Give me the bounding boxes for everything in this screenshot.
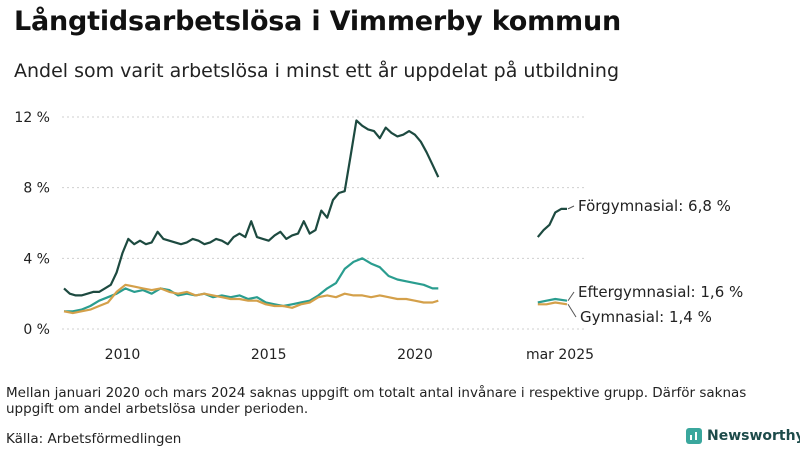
footnote: Mellan januari 2020 och mars 2024 saknas… bbox=[6, 385, 747, 417]
series-line-eftergymnasial bbox=[537, 297, 568, 304]
label-leader-eftergymnasial bbox=[567, 291, 575, 302]
source-text: Källa: Arbetsförmedlingen bbox=[6, 431, 182, 447]
series-line-gymnasial bbox=[63, 283, 439, 315]
y-tick-label: 12 % bbox=[14, 110, 50, 126]
x-tick-label: mar 2025 bbox=[526, 347, 594, 363]
x-tick-label: 2015 bbox=[251, 347, 287, 363]
y-tick-label: 0 % bbox=[23, 322, 50, 338]
series-label-förgymnasial: Förgymnasial: 6,8 % bbox=[578, 197, 731, 215]
x-tick-label: 2020 bbox=[397, 347, 433, 363]
series-line-förgymnasial bbox=[63, 119, 440, 297]
brand-name: Newsworthy bbox=[707, 428, 800, 444]
y-tick-label: 4 % bbox=[23, 251, 50, 267]
newsworthy-logo-icon bbox=[686, 428, 702, 444]
line-chart: 0 % 4 % 8 % 12 % 2010 2015 2020 mar 2025 Förgymn… bbox=[14, 110, 743, 363]
series-line-förgymnasial bbox=[536, 207, 567, 238]
series-line-gymnasial bbox=[537, 301, 568, 306]
label-leader-förgymnasial bbox=[567, 205, 575, 210]
label-leader-gymnasial bbox=[567, 304, 577, 318]
series-line-eftergymnasial bbox=[64, 257, 439, 313]
series-label-gymnasial: Gymnasial: 1,4 % bbox=[580, 308, 712, 326]
brand[interactable]: Newsworthy bbox=[686, 428, 800, 444]
chart-subtitle: Andel som varit arbetslösa i minst ett å… bbox=[14, 60, 620, 82]
x-tick-label: 2010 bbox=[105, 347, 141, 363]
series-label-eftergymnasial: Eftergymnasial: 1,6 % bbox=[578, 283, 743, 301]
y-tick-label: 8 % bbox=[23, 181, 50, 197]
chart-title: Långtidsarbetslösa i Vimmerby kommun bbox=[14, 6, 622, 37]
